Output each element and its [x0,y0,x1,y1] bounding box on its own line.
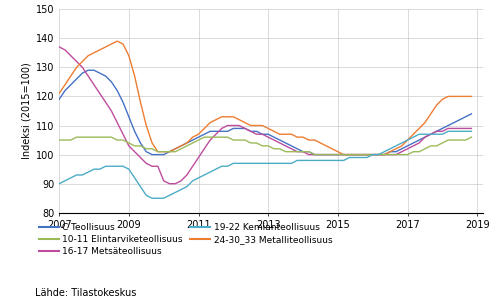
Y-axis label: Indeksi (2015=100): Indeksi (2015=100) [22,63,32,159]
Legend: C Teollisuus, 10-11 Elintarviketeollisuus, 16-17 Metsäteollisuus, 19-22 Kemiante: C Teollisuus, 10-11 Elintarviketeollisuu… [39,223,332,256]
Text: Lähde: Tilastokeskus: Lähde: Tilastokeskus [35,288,136,298]
